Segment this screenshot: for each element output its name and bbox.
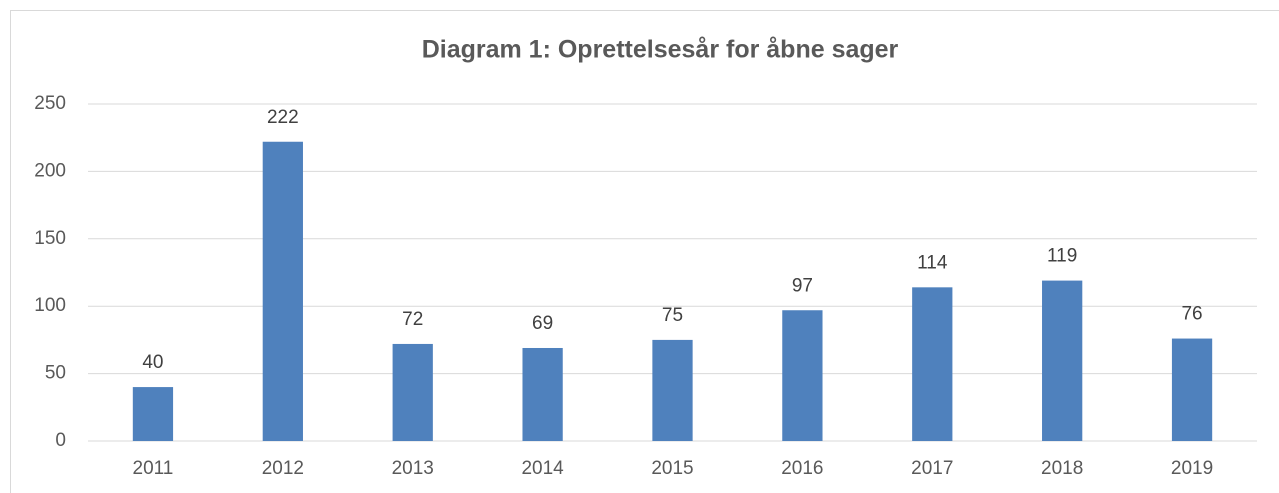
y-tick-label: 200 bbox=[34, 160, 66, 181]
data-label: 75 bbox=[662, 305, 683, 326]
y-tick-label: 150 bbox=[34, 228, 66, 249]
x-tick-label: 2015 bbox=[651, 458, 693, 479]
bar bbox=[1171, 338, 1213, 441]
bar bbox=[522, 347, 563, 441]
data-label: 40 bbox=[142, 352, 163, 373]
x-tick-label: 2011 bbox=[133, 458, 174, 479]
x-tick-label: 2014 bbox=[521, 458, 564, 479]
data-label: 76 bbox=[1181, 304, 1202, 325]
bar bbox=[262, 141, 303, 441]
data-label: 97 bbox=[792, 275, 813, 296]
data-label: 119 bbox=[1047, 246, 1077, 267]
data-label: 72 bbox=[402, 309, 423, 330]
y-tick-label: 250 bbox=[34, 93, 66, 114]
data-label: 222 bbox=[267, 107, 299, 128]
y-tick-label: 100 bbox=[34, 295, 66, 316]
x-tick-label: 2013 bbox=[392, 458, 434, 479]
y-tick-label: 0 bbox=[55, 430, 66, 451]
x-tick-label: 2012 bbox=[262, 458, 304, 479]
bar bbox=[132, 387, 174, 441]
y-tick-label: 50 bbox=[45, 363, 66, 384]
x-tick-label: 2018 bbox=[1041, 458, 1083, 479]
bar bbox=[782, 310, 823, 441]
x-tick-label: 2019 bbox=[1171, 458, 1213, 479]
data-label: 114 bbox=[917, 252, 948, 273]
chart-border bbox=[10, 10, 1279, 493]
bar bbox=[392, 343, 433, 441]
chart-title: Diagram 1: Oprettelsesår for åbne sager bbox=[422, 36, 899, 64]
bar bbox=[652, 339, 693, 441]
bar bbox=[912, 287, 953, 441]
data-label: 69 bbox=[532, 313, 553, 334]
x-tick-label: 2016 bbox=[781, 458, 823, 479]
x-tick-label: 2017 bbox=[911, 458, 953, 479]
bar bbox=[1042, 280, 1083, 441]
